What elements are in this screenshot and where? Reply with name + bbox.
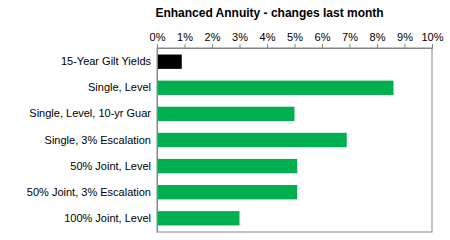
tick: 8% — [370, 31, 386, 48]
tick: 6% — [315, 31, 331, 48]
tick: 100% Joint, Level — [64, 212, 157, 224]
tick-label: 100% Joint, Level — [64, 212, 151, 224]
tick-mark — [212, 44, 213, 48]
bar — [157, 107, 295, 121]
tick-label: Single, Level — [88, 81, 151, 93]
tick-mark — [405, 44, 406, 48]
tick: 10% — [421, 31, 443, 48]
tick: Single, Level, 10-yr Guar — [29, 107, 157, 119]
plot-frame — [157, 48, 432, 232]
bars — [157, 55, 394, 226]
tick-mark — [295, 44, 296, 48]
tick-mark — [350, 44, 351, 48]
tick: 50% Joint, Level — [70, 160, 157, 172]
tick-label: 5% — [287, 31, 303, 43]
tick-mark — [377, 44, 378, 48]
category-axis: 15-Year Gilt Yields Single, Level Single, … — [27, 49, 158, 233]
tick-label: 10% — [421, 31, 443, 43]
bar — [157, 133, 347, 147]
tick: 5% — [287, 31, 303, 48]
tick: 9% — [397, 31, 413, 48]
tick-mark — [432, 44, 433, 48]
tick-label: 8% — [370, 31, 386, 43]
axis-line — [157, 49, 158, 233]
tick: Single, Level — [88, 81, 157, 93]
bar — [157, 55, 182, 69]
tick: 3% — [232, 31, 248, 48]
tick-label: 7% — [342, 31, 358, 43]
tick-label: 6% — [315, 31, 331, 43]
tick-label: 50% Joint, Level — [70, 160, 151, 172]
tick-label: 50% Joint, 3% Escalation — [27, 186, 151, 198]
tick: 1% — [177, 31, 193, 48]
axis-line — [158, 44, 433, 49]
tick-label: 4% — [260, 31, 276, 43]
tick: 2% — [205, 31, 221, 48]
tick-mark — [322, 44, 323, 48]
tick-mark — [267, 44, 268, 48]
bar — [157, 159, 297, 173]
tick: 0% — [150, 31, 166, 48]
tick-label: 9% — [397, 31, 413, 43]
tick-label: 0% — [150, 31, 166, 43]
value-axis: 0% 1% 2% 3% 4% 5% 6% 7% 8% 9% 10% — [150, 31, 444, 49]
bar — [157, 81, 394, 95]
tick-label: Single, 3% Escalation — [45, 134, 151, 146]
bar — [157, 185, 297, 199]
tick: 15-Year Gilt Yields — [61, 55, 157, 67]
tick: 4% — [260, 31, 276, 48]
plot: 0% 1% 2% 3% 4% 5% 6% 7% 8% 9% 10% 15-Year Gilt Yiel… — [27, 31, 444, 233]
tick-mark — [157, 44, 158, 48]
chart: Enhanced Annuity - changes last month 0% 1… — [0, 0, 450, 240]
title: Enhanced Annuity - changes last month — [155, 6, 383, 20]
tick-mark — [185, 44, 186, 48]
tick-label: 3% — [232, 31, 248, 43]
tick: 50% Joint, 3% Escalation — [27, 186, 157, 198]
tick-label: 2% — [205, 31, 221, 43]
bar — [157, 211, 240, 225]
tick-label: 15-Year Gilt Yields — [61, 55, 152, 67]
tick-label: Single, Level, 10-yr Guar — [29, 107, 151, 119]
tick-label: 1% — [177, 31, 193, 43]
tick: Single, 3% Escalation — [45, 134, 157, 146]
tick-mark — [240, 44, 241, 48]
tick: 7% — [342, 31, 358, 48]
